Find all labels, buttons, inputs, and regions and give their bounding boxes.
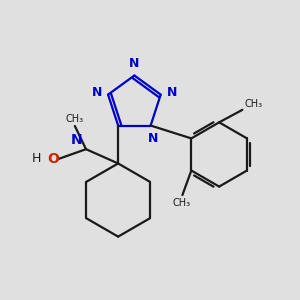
- Text: CH₃: CH₃: [172, 198, 190, 208]
- Text: N: N: [92, 86, 102, 99]
- Text: N: N: [167, 86, 177, 99]
- Text: H: H: [32, 152, 41, 166]
- Text: N: N: [71, 134, 82, 147]
- Text: O: O: [47, 152, 59, 166]
- Text: N: N: [129, 57, 140, 70]
- Text: N: N: [148, 132, 158, 145]
- Text: CH₃: CH₃: [244, 99, 262, 109]
- Text: CH₃: CH₃: [66, 114, 84, 124]
